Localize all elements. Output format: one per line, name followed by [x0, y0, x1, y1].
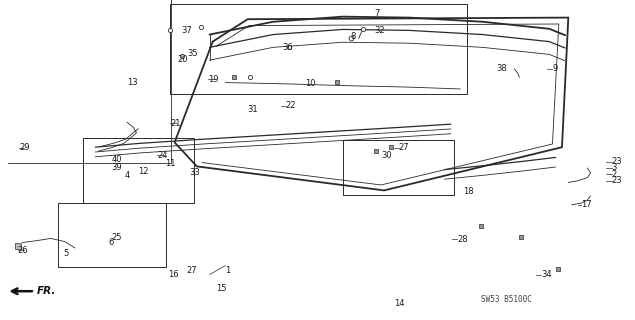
Text: 20: 20 — [178, 55, 189, 64]
Text: 34: 34 — [541, 270, 552, 279]
Text: 23: 23 — [612, 157, 622, 166]
Text: 28: 28 — [457, 235, 468, 244]
Text: 1: 1 — [225, 266, 231, 275]
Text: 11: 11 — [165, 159, 176, 168]
Text: 30: 30 — [381, 151, 392, 160]
Text: 27: 27 — [186, 266, 197, 275]
Text: FR.: FR. — [37, 286, 57, 296]
Text: 12: 12 — [138, 167, 149, 176]
Text: 22: 22 — [286, 101, 297, 110]
Text: 24: 24 — [157, 151, 168, 160]
Text: 38: 38 — [497, 64, 507, 73]
Text: 32: 32 — [375, 26, 385, 35]
Text: 37: 37 — [181, 26, 192, 35]
Text: 10: 10 — [305, 79, 316, 88]
Bar — [83, 138, 194, 203]
Text: 39: 39 — [111, 163, 122, 172]
Text: 35: 35 — [187, 49, 198, 58]
Text: 6: 6 — [108, 238, 113, 247]
Text: 27: 27 — [399, 143, 410, 152]
Text: 33: 33 — [189, 168, 200, 177]
Bar — [343, 140, 454, 195]
Text: 36: 36 — [283, 43, 293, 52]
Text: 18: 18 — [464, 187, 474, 196]
Text: 5: 5 — [64, 249, 69, 258]
Text: 40: 40 — [111, 155, 122, 164]
Text: 9: 9 — [552, 64, 558, 73]
Text: 8: 8 — [351, 32, 356, 41]
Text: 17: 17 — [581, 200, 592, 209]
Text: 14: 14 — [394, 300, 404, 308]
Text: SW53 B5100C: SW53 B5100C — [481, 295, 532, 304]
Text: 21: 21 — [170, 119, 181, 128]
Text: 3: 3 — [612, 164, 617, 172]
Text: 29: 29 — [19, 143, 30, 152]
Text: 7: 7 — [375, 9, 380, 18]
Text: 4: 4 — [125, 171, 130, 180]
Text: 13: 13 — [127, 78, 138, 87]
Bar — [58, 203, 166, 267]
Text: 19: 19 — [208, 75, 219, 84]
Text: 25: 25 — [111, 233, 122, 242]
Bar — [170, 4, 467, 94]
Text: 23: 23 — [612, 176, 622, 185]
Text: 15: 15 — [216, 284, 227, 293]
Text: 31: 31 — [248, 105, 258, 114]
Text: 16: 16 — [168, 270, 179, 279]
Text: 26: 26 — [18, 246, 29, 255]
Text: 2: 2 — [612, 170, 617, 179]
